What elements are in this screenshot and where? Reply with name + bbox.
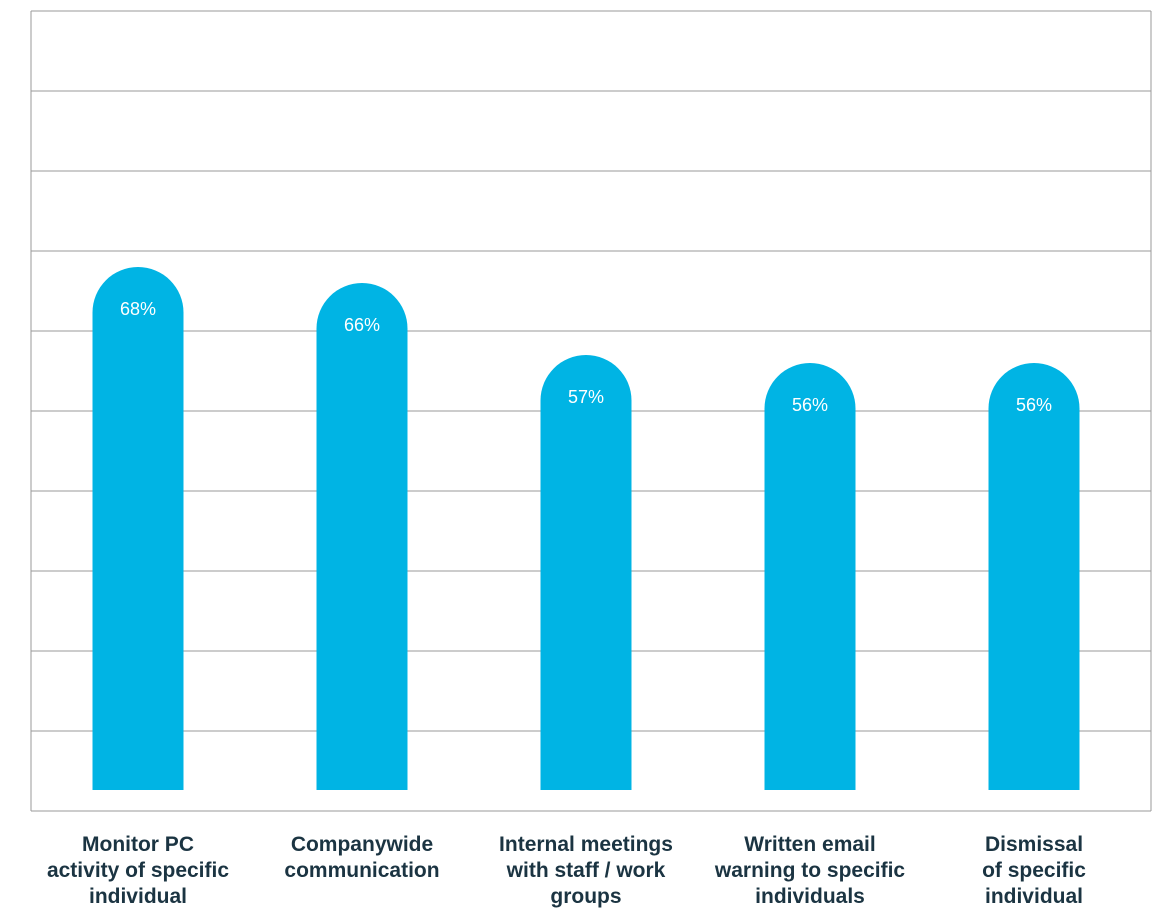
category-label-2: Companywide communication xyxy=(284,833,439,882)
data-label-3: 57% xyxy=(568,387,604,407)
bar-5 xyxy=(988,363,1080,790)
data-labels: 68% 66% 57% 56% 56% xyxy=(120,299,1052,415)
data-label-2: 66% xyxy=(344,315,380,335)
category-label-3: Internal meetings with staff / work groups xyxy=(499,833,673,908)
bar-1 xyxy=(92,267,184,790)
bar-4 xyxy=(764,363,856,790)
bar-3 xyxy=(540,355,632,790)
category-label-5: Dismissal of specific individual xyxy=(982,833,1086,908)
data-label-5: 56% xyxy=(1016,395,1052,415)
category-label-4: Written email warning to specific individu… xyxy=(714,833,906,908)
bars xyxy=(92,267,1080,790)
data-label-1: 68% xyxy=(120,299,156,319)
bar-2 xyxy=(316,283,408,790)
category-label-1: Monitor PC activity of specific individual xyxy=(47,833,229,908)
category-labels: Monitor PC activity of specific individual… xyxy=(47,833,1086,908)
data-label-4: 56% xyxy=(792,395,828,415)
